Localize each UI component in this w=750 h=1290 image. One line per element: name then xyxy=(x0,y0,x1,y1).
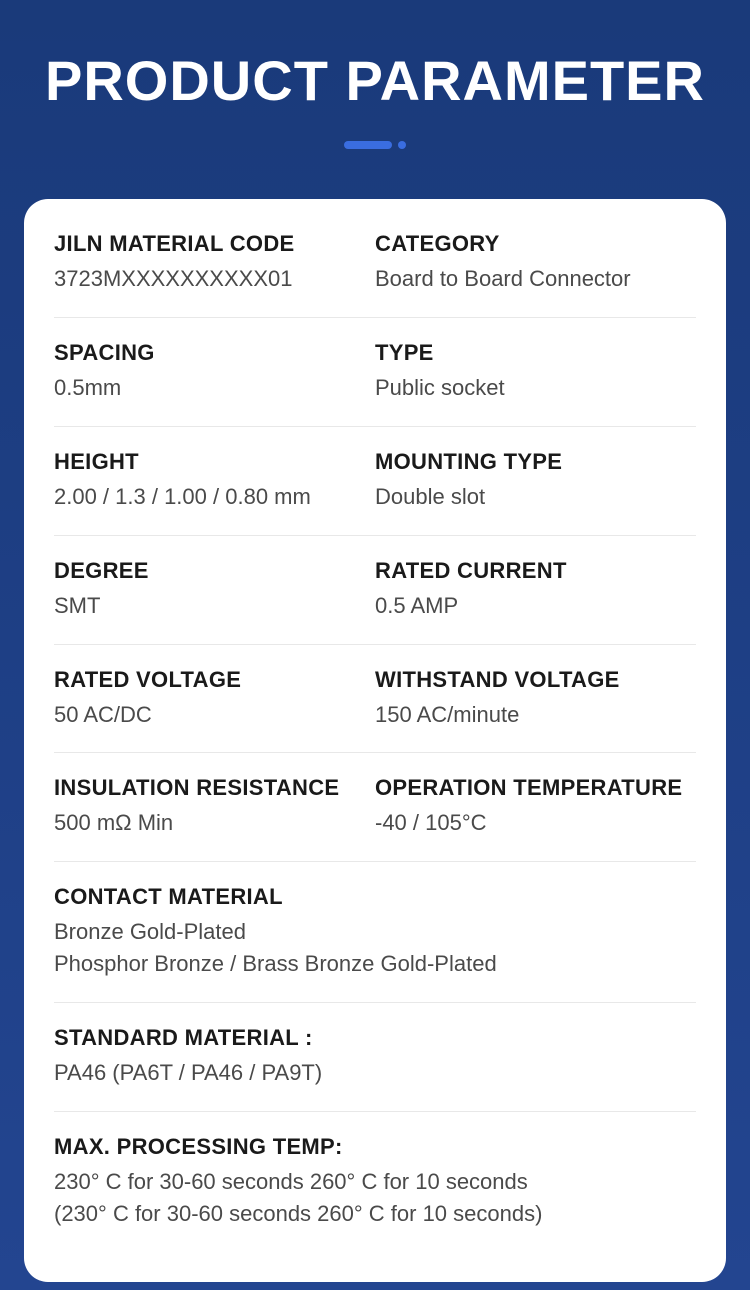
spec-label: DEGREE xyxy=(54,558,375,584)
spec-cell: INSULATION RESISTANCE 500 mΩ Min xyxy=(54,775,375,839)
spec-label: JILN MATERIAL CODE xyxy=(54,231,375,257)
spec-value: Double slot xyxy=(375,481,696,513)
underline-dot xyxy=(398,141,406,149)
spec-value: 0.5 AMP xyxy=(375,590,696,622)
spec-label: MAX. PROCESSING TEMP: xyxy=(54,1134,696,1160)
spec-value: Board to Board Connector xyxy=(375,263,696,295)
spec-value: Public socket xyxy=(375,372,696,404)
page-title: PRODUCT PARAMETER xyxy=(0,48,750,113)
spec-label: STANDARD MATERIAL : xyxy=(54,1025,696,1051)
spec-row: HEIGHT 2.00 / 1.3 / 1.00 / 0.80 mm MOUNT… xyxy=(54,427,696,536)
spec-cell: OPERATION TEMPERATURE -40 / 105°C xyxy=(375,775,696,839)
spec-row: STANDARD MATERIAL : PA46 (PA6T / PA46 / … xyxy=(54,1003,696,1112)
spec-label: WITHSTAND VOLTAGE xyxy=(375,667,696,693)
spec-value: 500 mΩ Min xyxy=(54,807,375,839)
spec-value: SMT xyxy=(54,590,375,622)
spec-value: 0.5mm xyxy=(54,372,375,404)
spec-value: 3723MXXXXXXXXXX01 xyxy=(54,263,375,295)
spec-row: JILN MATERIAL CODE 3723MXXXXXXXXXX01 CAT… xyxy=(54,209,696,318)
spec-value: PA46 (PA6T / PA46 / PA9T) xyxy=(54,1057,696,1089)
title-underline xyxy=(0,141,750,149)
spec-card: JILN MATERIAL CODE 3723MXXXXXXXXXX01 CAT… xyxy=(24,199,726,1282)
spec-cell: MAX. PROCESSING TEMP: 230° C for 30-60 s… xyxy=(54,1134,696,1230)
spec-value: 150 AC/minute xyxy=(375,699,696,731)
spec-value: -40 / 105°C xyxy=(375,807,696,839)
spec-cell: STANDARD MATERIAL : PA46 (PA6T / PA46 / … xyxy=(54,1025,696,1089)
spec-label: MOUNTING TYPE xyxy=(375,449,696,475)
spec-value: 2.00 / 1.3 / 1.00 / 0.80 mm xyxy=(54,481,375,513)
spec-cell: HEIGHT 2.00 / 1.3 / 1.00 / 0.80 mm xyxy=(54,449,375,513)
spec-row: MAX. PROCESSING TEMP: 230° C for 30-60 s… xyxy=(54,1112,696,1252)
spec-cell: RATED CURRENT 0.5 AMP xyxy=(375,558,696,622)
spec-cell: CONTACT MATERIAL Bronze Gold-Plated Phos… xyxy=(54,884,696,980)
spec-label: TYPE xyxy=(375,340,696,366)
spec-label: HEIGHT xyxy=(54,449,375,475)
spec-value: 230° C for 30-60 seconds 260° C for 10 s… xyxy=(54,1166,696,1230)
spec-cell: DEGREE SMT xyxy=(54,558,375,622)
spec-value: Bronze Gold-Plated Phosphor Bronze / Bra… xyxy=(54,916,696,980)
spec-row: DEGREE SMT RATED CURRENT 0.5 AMP xyxy=(54,536,696,645)
spec-row: SPACING 0.5mm TYPE Public socket xyxy=(54,318,696,427)
spec-label: INSULATION RESISTANCE xyxy=(54,775,375,801)
spec-cell: CATEGORY Board to Board Connector xyxy=(375,231,696,295)
spec-cell: JILN MATERIAL CODE 3723MXXXXXXXXXX01 xyxy=(54,231,375,295)
spec-cell: SPACING 0.5mm xyxy=(54,340,375,404)
header: PRODUCT PARAMETER xyxy=(0,0,750,149)
spec-cell: WITHSTAND VOLTAGE 150 AC/minute xyxy=(375,667,696,731)
spec-cell: TYPE Public socket xyxy=(375,340,696,404)
spec-row: RATED VOLTAGE 50 AC/DC WITHSTAND VOLTAGE… xyxy=(54,645,696,754)
spec-label: RATED CURRENT xyxy=(375,558,696,584)
spec-label: RATED VOLTAGE xyxy=(54,667,375,693)
spec-cell: MOUNTING TYPE Double slot xyxy=(375,449,696,513)
spec-value: 50 AC/DC xyxy=(54,699,375,731)
spec-label: OPERATION TEMPERATURE xyxy=(375,775,696,801)
spec-cell: RATED VOLTAGE 50 AC/DC xyxy=(54,667,375,731)
spec-label: CATEGORY xyxy=(375,231,696,257)
underline-bar xyxy=(344,141,392,149)
spec-label: CONTACT MATERIAL xyxy=(54,884,696,910)
spec-label: SPACING xyxy=(54,340,375,366)
spec-row: INSULATION RESISTANCE 500 mΩ Min OPERATI… xyxy=(54,753,696,862)
spec-row: CONTACT MATERIAL Bronze Gold-Plated Phos… xyxy=(54,862,696,1003)
